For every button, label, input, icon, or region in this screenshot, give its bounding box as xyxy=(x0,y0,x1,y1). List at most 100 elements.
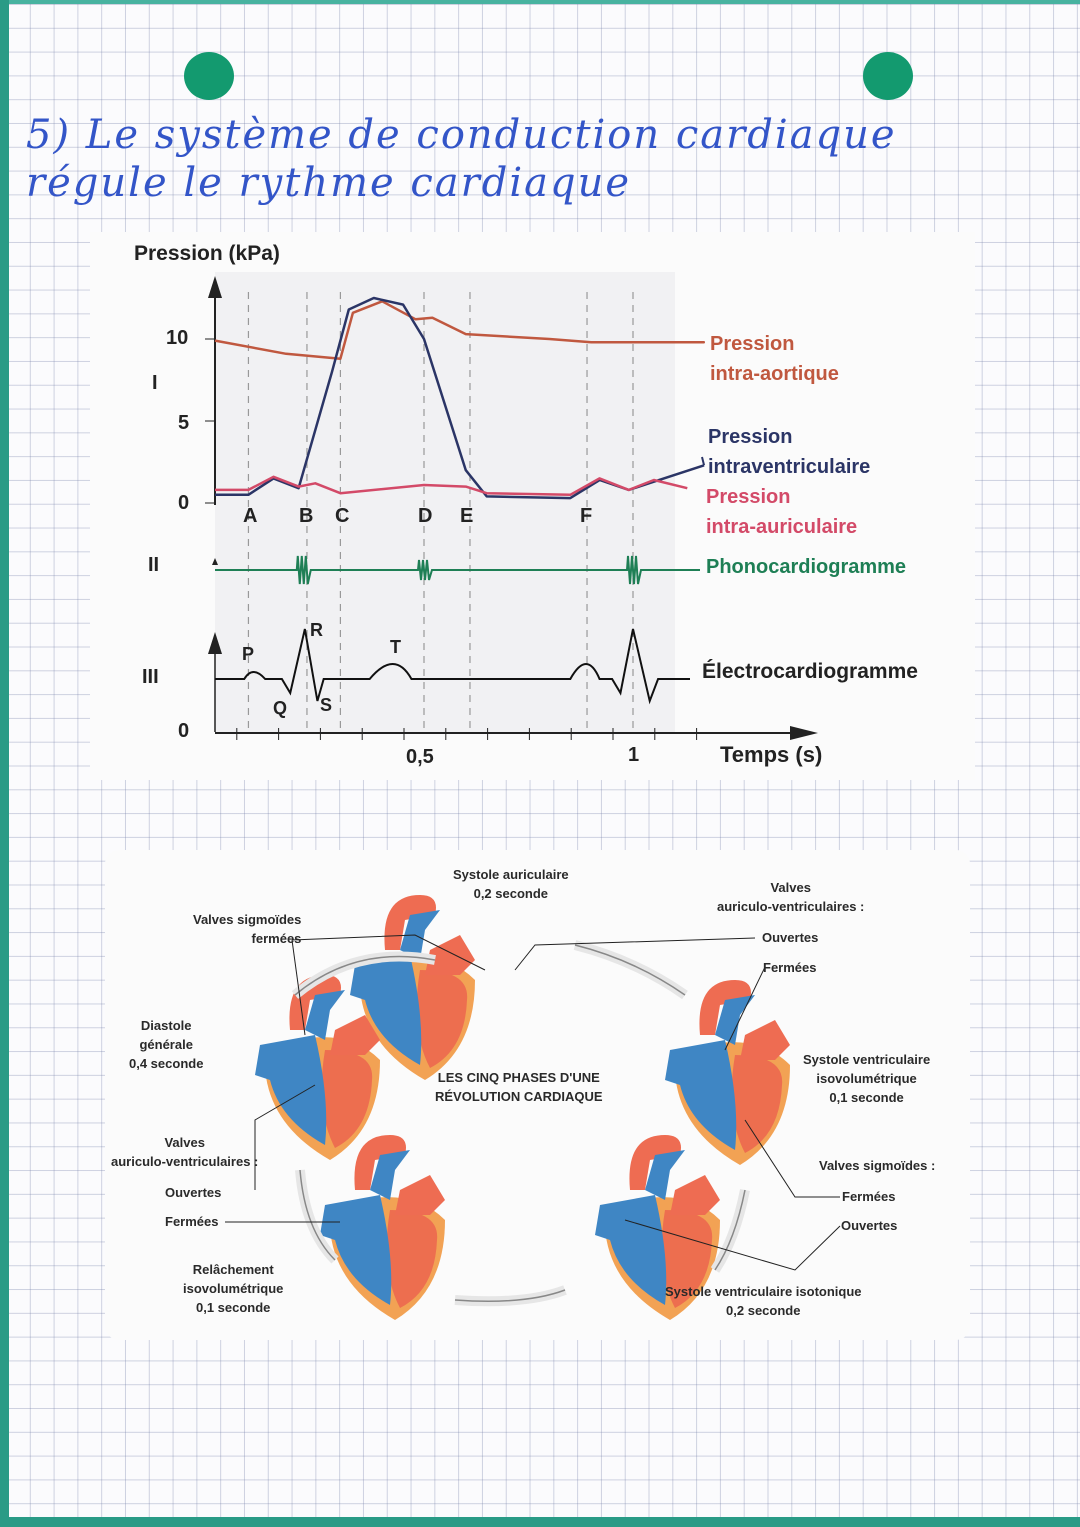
legend-aortic: Pression intra-aortique xyxy=(710,329,839,389)
phase-isotonic-duration: 0,2 seconde xyxy=(726,1303,801,1318)
av-valves-left-title-2: auriculo-ventriculaires : xyxy=(111,1154,259,1169)
phase-isovolumetric-relaxation: Relâchement isovolumétrique 0,1 seconde xyxy=(183,1260,283,1317)
iso-systole-aorta xyxy=(699,980,751,1035)
ecg-label-Q: Q xyxy=(273,698,288,718)
sigmoid-closed-label: Valves sigmoïdes fermées xyxy=(193,910,301,948)
section-label-I: I xyxy=(152,372,158,394)
atrial-systole-pulmonary-artery xyxy=(400,910,440,960)
event-label-D: D xyxy=(418,505,433,527)
cardiac-cycle-chart: Pression (kPa) 10 5 0 I II III 0 0,5 1 T… xyxy=(90,232,975,780)
arrow-isotonic-to-relax-outline xyxy=(454,1289,566,1302)
ecg-label-R: R xyxy=(310,620,323,640)
av-right-closed: Fermées xyxy=(763,960,817,975)
leader-av-left-open xyxy=(254,1084,316,1190)
sigmoid-closed-1: Valves sigmoïdes xyxy=(193,912,302,927)
phase-diastole-2: générale xyxy=(139,1037,193,1052)
phase-iso-systole-2: isovolumétrique xyxy=(816,1071,917,1086)
series-line-aortic xyxy=(214,300,705,360)
page-edge-top xyxy=(0,0,1080,4)
series-line-atrial xyxy=(215,475,688,497)
x-tick-1: 1 xyxy=(628,744,640,766)
cardiac-phases-diagram: Systole auriculaire 0,2 seconde Valves a… xyxy=(105,850,970,1340)
atrial-systole-right-ventricle xyxy=(350,955,422,1065)
arrow-atrial-to-iso xyxy=(573,940,688,1000)
iso-systole-left-ventricle xyxy=(731,1055,783,1153)
sigmoid-right-title: Valves sigmoïdes : xyxy=(819,1158,936,1173)
av-right-open: Ouvertes xyxy=(762,930,819,945)
legend-atrial-line1: Pression xyxy=(706,486,791,508)
iso-systole-right-ventricle xyxy=(665,1040,737,1150)
legend-atrial-line2: intra-auriculaire xyxy=(706,516,858,538)
legend-leader-ventricular xyxy=(701,456,706,466)
heading-line-1: 5) Le système de conduction cardiaque xyxy=(26,112,897,158)
phase-general-diastole: Diastole générale 0,4 seconde xyxy=(129,1016,203,1073)
page-edge-left xyxy=(0,0,9,1527)
av-valves-left-title-1: Valves xyxy=(164,1135,205,1150)
av-valves-right-title-2: auriculo-ventriculaires : xyxy=(717,899,865,914)
electrocardiogram-line xyxy=(215,628,690,705)
x-origin-label: 0 xyxy=(178,720,190,742)
y-tick-10: 10 xyxy=(166,327,189,349)
diastole-left-atrium xyxy=(330,1015,380,1055)
arrow-atrial-to-iso-outline xyxy=(574,944,686,996)
phase-atrial-systole-duration: 0,2 seconde xyxy=(473,886,549,901)
atrial-systole-left-atrium xyxy=(425,935,475,975)
diagram-title: LES CINQ PHASES D'UNE RÉVOLUTION CARDIAQ… xyxy=(435,1068,603,1106)
av-left-open: Ouvertes xyxy=(165,1185,222,1200)
av-valves-right-title-1: Valves xyxy=(770,880,811,895)
ecg-axis-arrow-icon xyxy=(208,632,222,654)
legend-ecg: Électrocardiogramme xyxy=(702,660,918,683)
relaxation-left-atrium xyxy=(395,1175,445,1215)
phase-relax-1: Relâchement xyxy=(192,1262,274,1277)
phase-iso-systole-3: 0,1 seconde xyxy=(829,1090,904,1105)
iso-systole-left-atrium xyxy=(740,1020,790,1060)
av-left-closed: Fermées xyxy=(165,1214,219,1229)
isotonic-systole-aorta xyxy=(629,1135,681,1190)
event-label-A: A xyxy=(243,505,258,527)
legend-ventricular: Pression intraventriculaire xyxy=(708,422,870,482)
atrial-systole-left-ventricle xyxy=(416,970,468,1068)
av-valves-right-title: Valves auriculo-ventriculaires : xyxy=(717,878,864,916)
isotonic-systole-left-atrium xyxy=(670,1175,720,1215)
leader-av-open xyxy=(514,937,756,971)
phase-isovolumetric-systole: Systole ventriculaire isovolumétrique 0,… xyxy=(803,1050,930,1107)
event-label-F: F xyxy=(580,505,593,527)
punch-hole-right xyxy=(863,52,913,100)
arrow-iso-to-isotonic-outline xyxy=(714,1189,746,1271)
leader-sigmoid-right-open xyxy=(624,1219,841,1271)
phase-diastole-1: Diastole xyxy=(140,1018,192,1033)
y-tick-5: 5 xyxy=(178,412,190,434)
legend-phono: Phonocardiogramme xyxy=(706,556,907,578)
diagram-title-1: LES CINQ PHASES D'UNE xyxy=(437,1070,600,1085)
sigmoid-right-closed: Fermées xyxy=(842,1189,896,1204)
phase-iso-systole-1: Systole ventriculaire xyxy=(803,1052,931,1067)
diastole-left-ventricle xyxy=(321,1050,373,1148)
phase-isotonic-systole: Systole ventriculaire isotonique 0,2 sec… xyxy=(665,1282,862,1320)
sigmoid-right-open: Ouvertes xyxy=(841,1218,898,1233)
phase-atrial-systole: Systole auriculaire 0,2 seconde xyxy=(453,865,569,903)
y-axis-title: Pression (kPa) xyxy=(134,242,280,265)
phase-relax-2: isovolumétrique xyxy=(183,1281,284,1296)
phono-axis-arrow-icon xyxy=(212,558,218,565)
y-tick-0: 0 xyxy=(178,492,190,514)
phase-relax-3: 0,1 seconde xyxy=(195,1300,271,1315)
isotonic-systole-right-ventricle xyxy=(595,1195,667,1305)
av-valves-left-title: Valves auriculo-ventriculaires : xyxy=(111,1133,258,1171)
phase-atrial-systole-name: Systole auriculaire xyxy=(453,867,569,882)
relaxation-aorta xyxy=(354,1135,406,1190)
heading-line-2: régule le rythme cardiaque xyxy=(26,160,632,206)
leader-sigmoid-right-closed xyxy=(744,1119,840,1198)
legend-ventricular-line1: Pression xyxy=(708,426,793,448)
pressure-axis-arrow-icon xyxy=(208,276,222,298)
ecg-label-S: S xyxy=(320,695,333,715)
page-edge-bottom xyxy=(0,1517,1080,1527)
relaxation-pulmonary-artery xyxy=(370,1150,410,1200)
diagram-title-2: RÉVOLUTION CARDIAQUE xyxy=(435,1089,603,1104)
leader-av-closed xyxy=(724,966,766,1051)
legend-atrial: Pression intra-auriculaire xyxy=(706,482,857,542)
event-label-C: C xyxy=(335,505,350,527)
atrial-systole-aorta xyxy=(384,895,436,950)
sigmoid-closed-2: fermées xyxy=(251,931,302,946)
x-axis-title: Temps (s) xyxy=(720,742,823,767)
event-label-E: E xyxy=(460,505,474,527)
